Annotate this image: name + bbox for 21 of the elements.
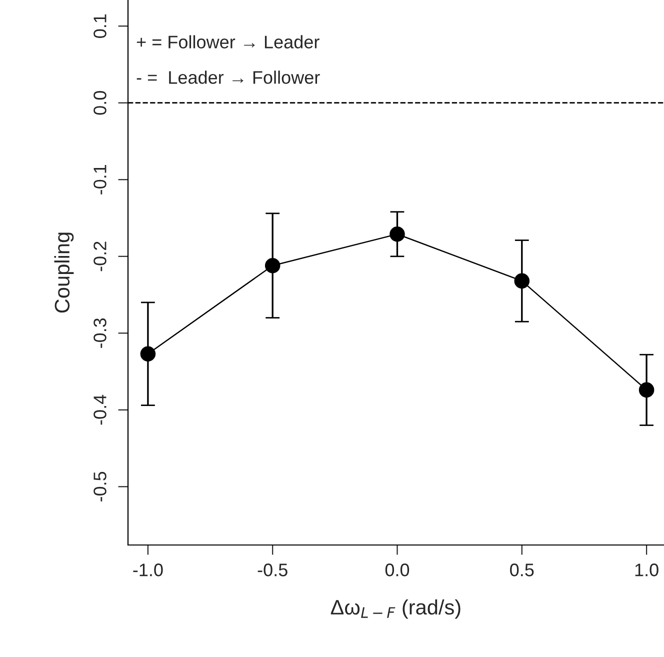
point bbox=[638, 382, 654, 398]
x-tick-label: 0.0 bbox=[385, 564, 410, 576]
y-tick-label: 0.1 bbox=[94, 14, 106, 38]
x-axis-title: Δω$_{L−F}$ (rad/s) bbox=[330, 599, 460, 619]
y-tick-label: -0.4 bbox=[94, 394, 106, 425]
x-tick-label: -0.5 bbox=[258, 564, 288, 576]
point bbox=[264, 258, 280, 274]
y-tick-label: -0.3 bbox=[94, 318, 106, 348]
annotation: + = Follower → Leader bbox=[136, 35, 320, 48]
x-tick-label: 1.0 bbox=[635, 564, 658, 576]
y-tick-label: -0.2 bbox=[94, 242, 106, 272]
y-tick-label: -0.5 bbox=[94, 472, 106, 502]
y-axis-title: Coupling bbox=[54, 232, 74, 313]
x-tick-label: -1.0 bbox=[133, 564, 163, 576]
point bbox=[390, 226, 405, 242]
point bbox=[514, 273, 530, 289]
annotation: - = Leader → Follower bbox=[136, 70, 320, 84]
x-tick-label: 0.5 bbox=[510, 564, 534, 576]
y-tick-label: 0.0 bbox=[94, 91, 106, 115]
point bbox=[140, 346, 156, 362]
y-tick-label: -0.1 bbox=[94, 164, 106, 194]
